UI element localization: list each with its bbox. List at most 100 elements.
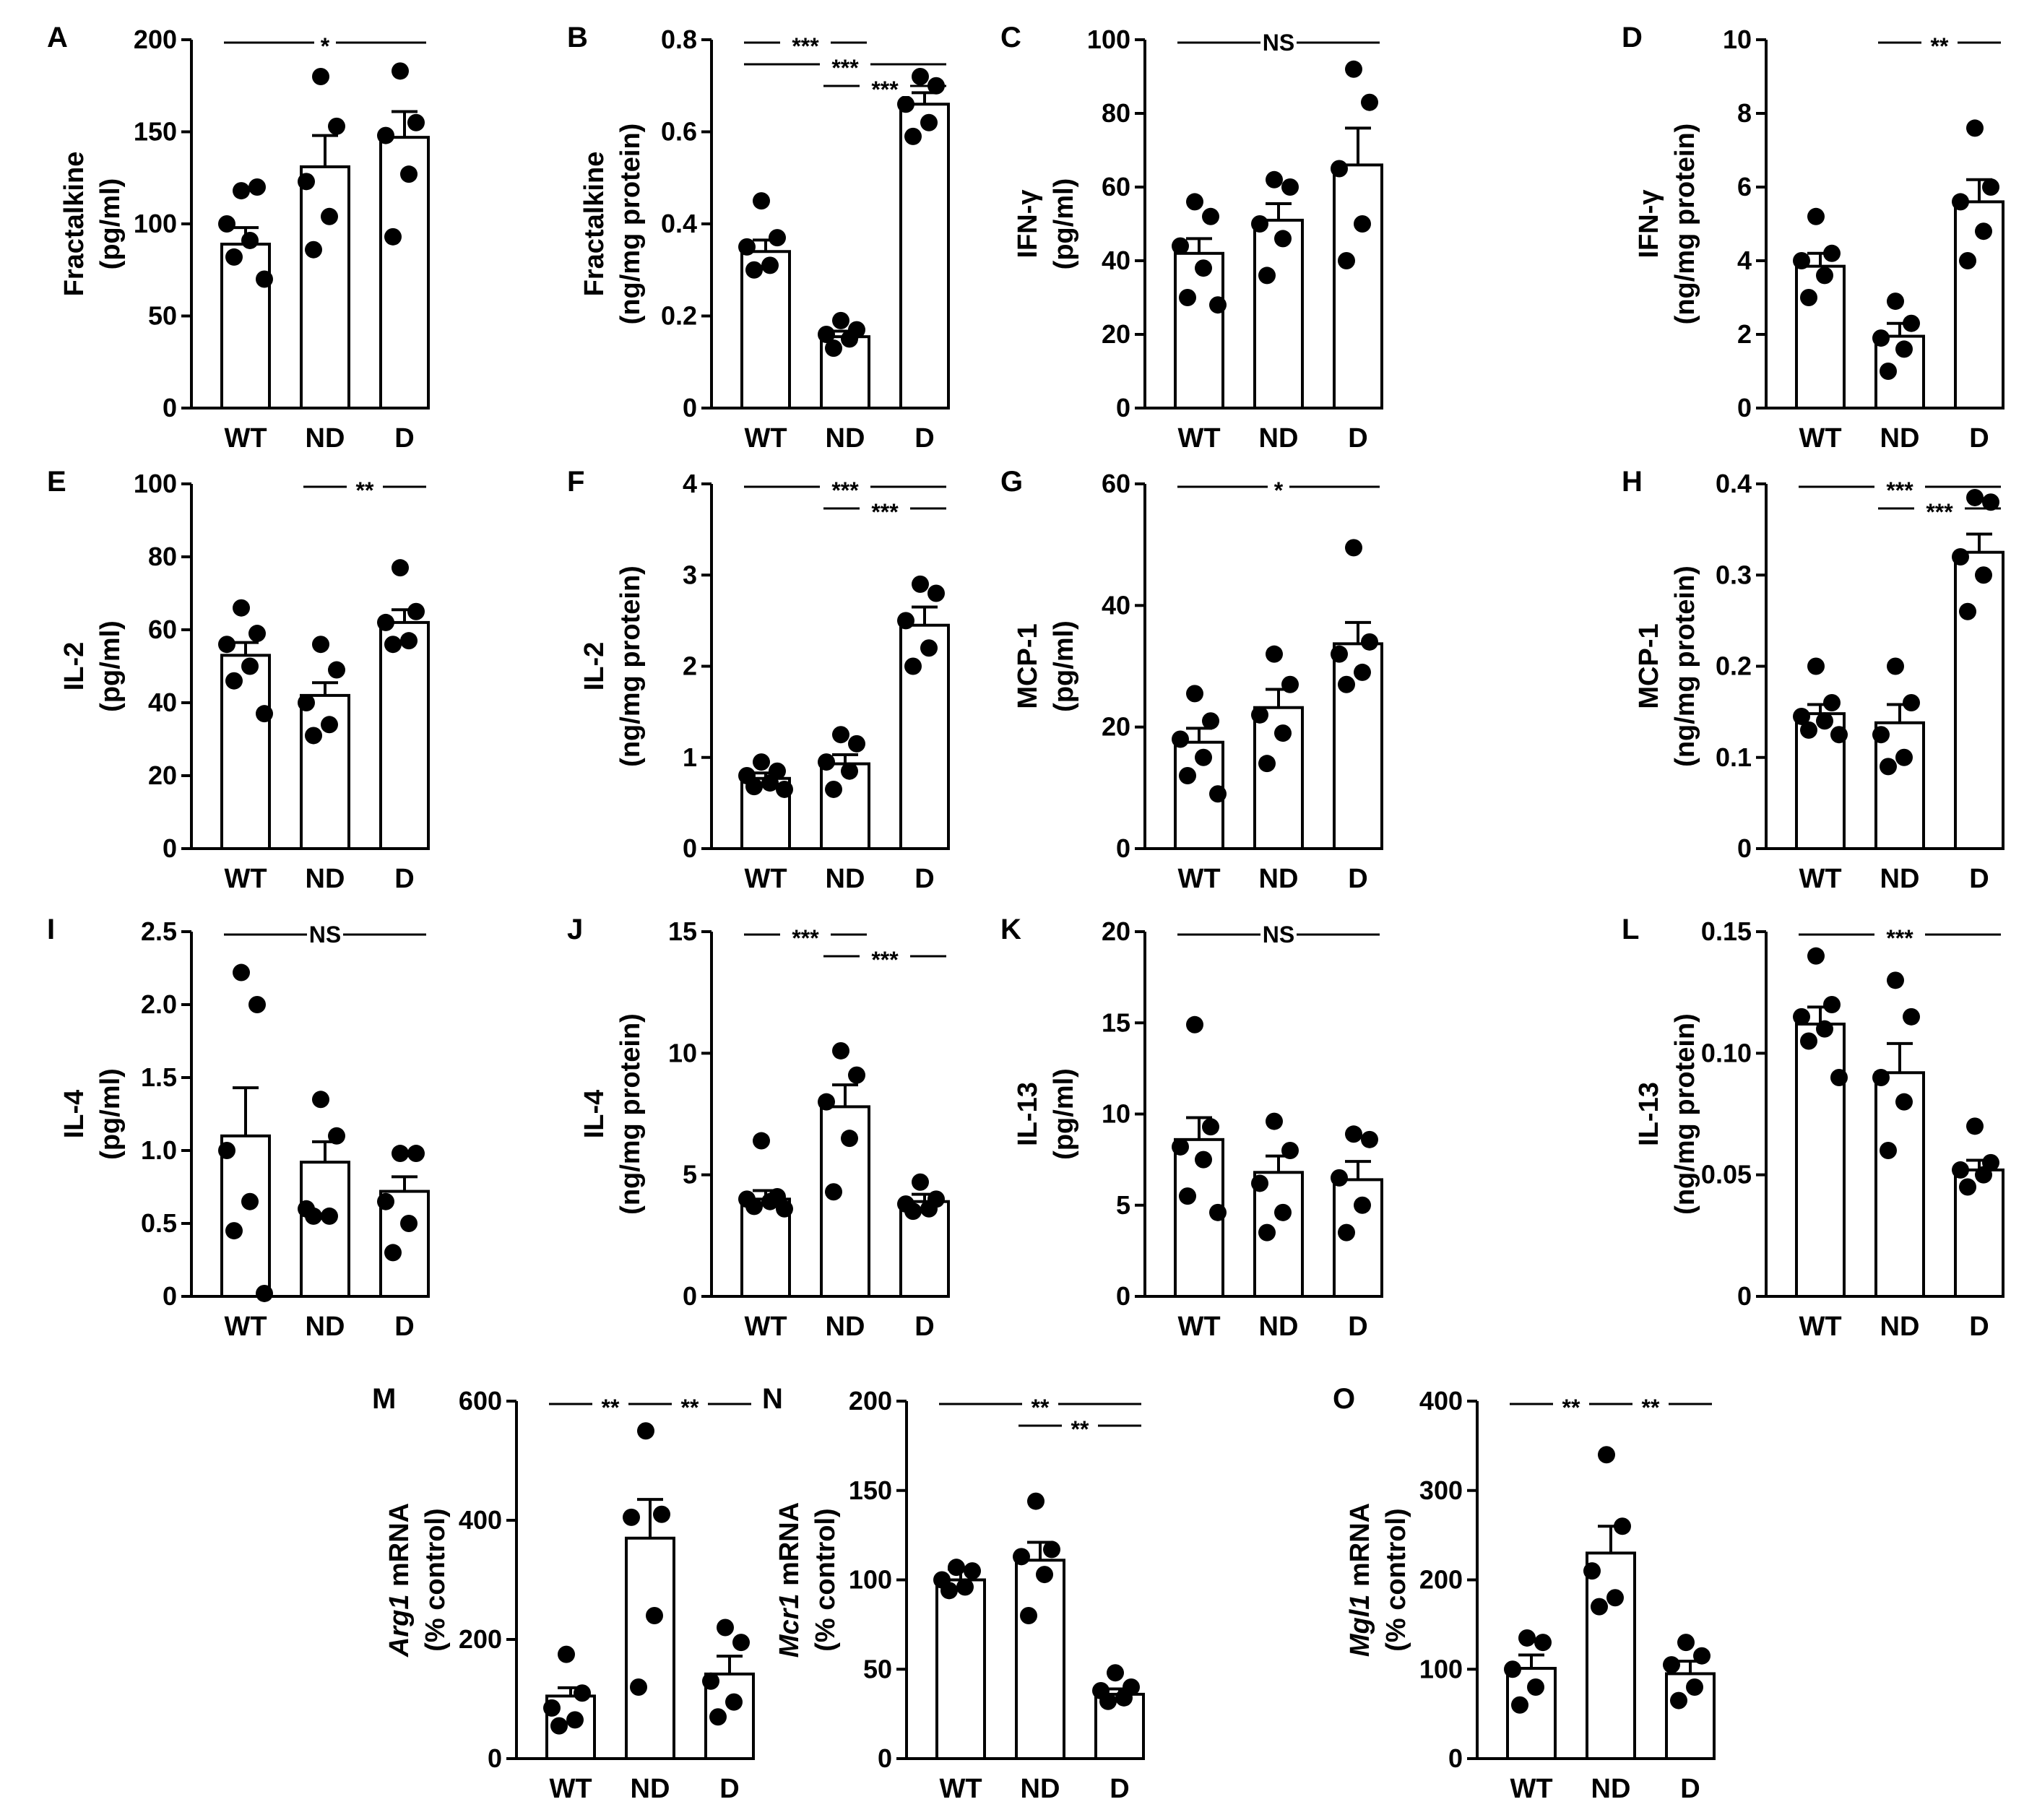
panel-o: O 0 100 200 300 400 WT ND D Mgl1 mRNA (% control) *… — [1333, 1383, 1716, 1804]
y-tick-label: 0 — [878, 1743, 892, 1773]
data-point — [1880, 1142, 1897, 1159]
panel-h: H 0 0.1 0.2 0.3 0.4 WT ND D MCP-1 (ng/mg protein) *… — [1622, 466, 2004, 894]
data-point — [745, 1197, 763, 1216]
panel-letter: L — [1622, 914, 1639, 945]
data-point — [912, 1173, 929, 1191]
y-axis-label-line2: (pg/ml) — [95, 620, 126, 712]
significance-gap — [1022, 1392, 1058, 1414]
panel-i: I 0 0.5 1.0 1.5 2.0 2.5 WT ND D IL-4 (pg/ml) NS — [47, 914, 430, 1342]
y-tick-label: 15 — [668, 916, 697, 946]
data-point — [1800, 289, 1817, 306]
bar-wt — [1174, 251, 1224, 410]
significance-gap — [1874, 475, 1925, 497]
y-tick-label: 5 — [1116, 1190, 1130, 1220]
data-point — [753, 192, 770, 210]
x-category-label: D — [1969, 1312, 1989, 1342]
data-point — [225, 248, 243, 266]
significance-label: * — [321, 33, 330, 59]
data-point — [1583, 1562, 1601, 1580]
x-category-label: ND — [1259, 423, 1299, 454]
data-point — [1354, 663, 1371, 681]
y-tick-label: 0 — [163, 393, 177, 422]
y-tick-label: 100 — [849, 1565, 892, 1595]
y-tick-label: 0.2 — [661, 301, 697, 331]
data-point — [832, 726, 849, 744]
data-point — [753, 753, 770, 771]
significance-gap — [1914, 497, 1965, 519]
y-axis-label-line1: IL-2 — [59, 642, 90, 691]
y-tick-label: 10 — [668, 1038, 697, 1067]
y-tick-label: 0.2 — [1716, 651, 1752, 681]
data-point — [1209, 296, 1227, 314]
data-point — [1518, 1629, 1536, 1647]
data-point — [392, 1145, 409, 1163]
data-point — [543, 1699, 561, 1717]
data-point — [940, 1582, 958, 1600]
y-tick-label: 100 — [134, 209, 177, 238]
data-point — [241, 231, 259, 249]
x-category-label: D — [1969, 864, 1989, 894]
data-point — [1807, 207, 1825, 225]
y-tick-label: 0 — [1448, 1743, 1463, 1773]
y-axis-label-line2: (% control) — [1381, 1508, 1411, 1651]
data-point — [709, 1708, 727, 1726]
data-point — [1606, 1589, 1624, 1607]
y-tick-label: 200 — [1419, 1565, 1463, 1595]
data-point — [1952, 1161, 1969, 1179]
significance-gap — [672, 1392, 708, 1414]
data-point — [818, 1093, 835, 1111]
data-point — [233, 599, 250, 617]
panel-f: F 0 1 2 3 4 WT ND D IL-2 (ng/mg protein) *** *** — [567, 466, 950, 894]
y-tick-label: 0 — [683, 393, 697, 422]
y-tick-label: 0.5 — [141, 1208, 177, 1238]
y-axis-label-line2: (ng/mg protein) — [1670, 566, 1700, 767]
x-category-label: WT — [224, 1312, 267, 1342]
y-tick-label: 2 — [1737, 319, 1752, 349]
data-point — [1959, 1178, 1976, 1196]
data-point — [1281, 675, 1299, 693]
y-tick-label: 8 — [1737, 98, 1752, 128]
data-point — [912, 68, 929, 85]
data-point — [1251, 706, 1268, 724]
significance-gap — [1062, 1414, 1098, 1436]
y-axis-label-line1: IL-13 — [1013, 1082, 1043, 1146]
data-point — [1361, 93, 1378, 111]
significance-label: *** — [1886, 925, 1913, 951]
x-category-label: D — [914, 1312, 934, 1342]
y-tick-label: 100 — [1419, 1654, 1463, 1684]
data-point — [1800, 1032, 1817, 1050]
data-point — [1281, 1142, 1299, 1159]
y-axis-label-line1: Mgl1 mRNA — [1345, 1503, 1375, 1657]
data-point — [1209, 785, 1227, 803]
y-axis-label-line1: IL-4 — [59, 1090, 90, 1139]
data-point — [321, 207, 338, 225]
data-point — [818, 753, 835, 771]
data-point — [1172, 237, 1189, 255]
y-axis-label: IL-2 (ng/mg protein) — [579, 566, 646, 767]
y-tick-label: 40 — [1102, 590, 1130, 620]
y-tick-label: 200 — [849, 1386, 892, 1416]
y-tick-label: 4 — [1737, 246, 1752, 275]
y-tick-label: 0.4 — [1716, 469, 1752, 498]
bar-d — [899, 103, 950, 410]
x-category-label: ND — [1259, 864, 1299, 894]
data-point — [1975, 222, 1992, 240]
data-point — [1966, 488, 1984, 506]
data-point — [745, 261, 763, 279]
y-axis-label-line2: (pg/ml) — [1049, 620, 1079, 712]
data-point — [1793, 1008, 1810, 1026]
data-point — [948, 1559, 965, 1577]
data-point — [225, 1222, 243, 1240]
panel-g: G 0 20 40 60 WT ND D MCP-1 (pg/ml) * — [1000, 466, 1383, 894]
y-axis-label: IFN-γ (pg/ml) — [1013, 178, 1079, 270]
y-axis-label-line1: Fractalkine — [579, 152, 610, 297]
data-point — [1975, 1166, 1992, 1184]
significance-gap — [820, 53, 870, 74]
y-tick-label: 0.10 — [1701, 1038, 1752, 1067]
significance-label: *** — [792, 925, 819, 951]
panel-letter: D — [1622, 22, 1643, 53]
bar-nd — [1586, 1551, 1636, 1760]
data-point — [392, 62, 409, 80]
data-point — [825, 780, 842, 798]
y-axis-label-line2: (ng/mg protein) — [615, 124, 646, 325]
